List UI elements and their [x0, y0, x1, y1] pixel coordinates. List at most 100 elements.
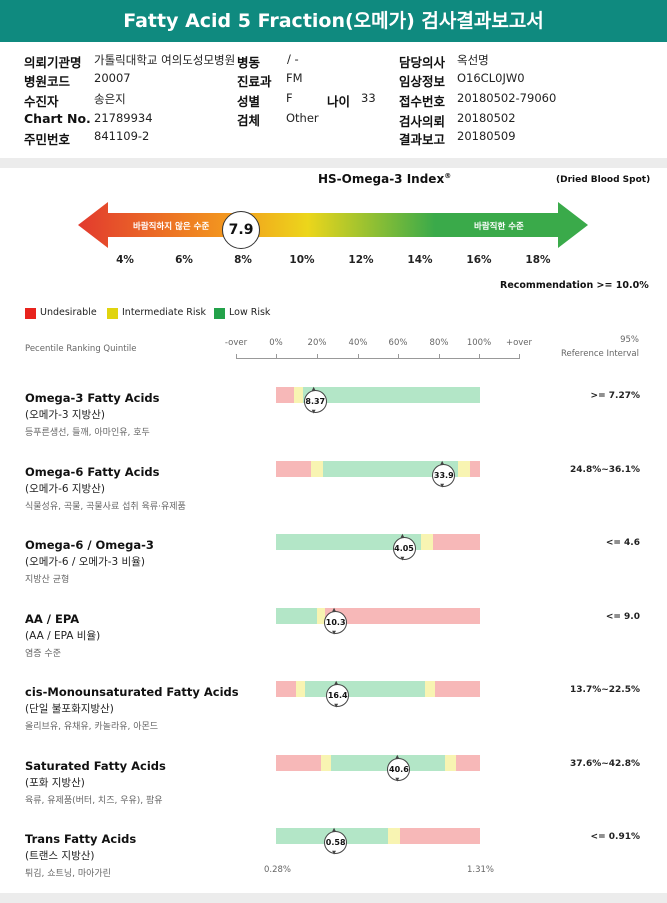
results-section: HS-Omega-3 Index® (Dried Blood Spot) 바람직… [0, 168, 667, 893]
legend-swatch [107, 308, 118, 319]
metric-value-marker: 33.9 [432, 461, 456, 489]
metric-range-bar [276, 607, 480, 624]
bar-zone-red [276, 754, 321, 771]
specimen-label: 검체 [237, 113, 261, 128]
metric-name: Omega-3 Fatty Acids [25, 391, 160, 405]
metric-name: Omega-6 Fatty Acids [25, 464, 160, 479]
metric-reference-interval: 37.6%~42.8% [570, 758, 640, 769]
clinical-info-value: O16CL0JW0 [457, 71, 525, 85]
bar-zone-yellow [296, 681, 305, 697]
metric-description: 튀김, 쇼트닝, 마아가린 [25, 869, 111, 879]
bar-zone-red [324, 607, 480, 624]
receipt-label: 접수번호 [399, 94, 446, 109]
patient-info-section: 의뢰기관명 가톨릭대학교 여의도성모병원 병동 / - 담당의사 옥선명 병원코… [0, 42, 667, 159]
receipt-value: 20180502-79060 [457, 91, 557, 105]
metric-row: Omega-6 Fatty Acids (오메가-6 지방산) 식물성유, 곡물, … [0, 460, 667, 525]
metric-korean-name: (트랜스 지방산) [25, 850, 95, 862]
metric-name: cis-Monounsaturated Fatty Acids [25, 685, 239, 699]
index-tick-label: 14% [407, 254, 433, 266]
metric-row: Saturated Fatty Acids (포화 지방산) 육류, 유제품(버터,… [0, 754, 667, 819]
bar-zone-yellow [424, 681, 436, 697]
bar-zone-yellow [294, 387, 303, 403]
metric-range-bar [276, 460, 480, 477]
legend-swatch [25, 308, 36, 319]
index-tick-label: 8% [234, 254, 252, 266]
scale-label: 0% [269, 338, 283, 348]
index-tick-label: 16% [466, 254, 492, 266]
metric-range-bar [276, 828, 480, 844]
metric-reference-interval: >= 7.27% [590, 391, 640, 401]
metric-korean-name: (오메가-6 / 오메가-3 비율) [25, 556, 145, 568]
bar-zone-green [322, 460, 458, 477]
bar-zone-yellow [310, 460, 323, 477]
bar-zone-red [469, 460, 480, 477]
request-date-value: 20180502 [457, 111, 516, 125]
institution-label: 의뢰기관명 [24, 55, 82, 70]
metric-korean-name: (오메가-6 지방산) [25, 482, 105, 495]
metric-reference-interval: <= 9.0 [605, 611, 640, 622]
bar-zone-yellow [457, 460, 470, 477]
metric-value-marker: 10.3 [324, 608, 348, 636]
metric-value-marker: 4.05 [392, 534, 416, 562]
desirable-level-label: 바람직한 수준 [474, 222, 524, 232]
index-title-text: HS-Omega-3 Index [318, 172, 445, 186]
metric-value-marker: 16.4 [326, 681, 350, 709]
sex-label: 성별 [237, 94, 261, 109]
age-label: 나이 [327, 94, 351, 109]
metric-range-bar [276, 534, 480, 550]
request-date-label: 검사의뢰 [399, 114, 446, 129]
chart-no-value: 21789934 [94, 111, 153, 125]
legend-label: Intermediate Risk [122, 307, 207, 318]
metric-value-marker: 8.37 [303, 387, 327, 415]
ward-label: 병동 [237, 55, 261, 70]
recommendation-text: Recommendation >= 10.0% [500, 280, 649, 291]
index-tick-label: 10% [289, 254, 315, 266]
bar-zone-yellow [388, 828, 401, 844]
metric-korean-name: (포화 지방산) [25, 776, 85, 789]
bar-zone-red [276, 460, 311, 477]
metric-name: Saturated Fatty Acids [25, 758, 166, 773]
ward-value: / - [287, 52, 299, 66]
scale-label: 60% [388, 338, 408, 348]
metric-range-bar [276, 754, 480, 771]
metric-description: 식물성유, 곡물, 곡물사료 섭취 육류·유제품 [25, 501, 186, 512]
age-value: 33 [361, 91, 376, 105]
index-tick-label: 12% [348, 254, 374, 266]
scale-tick [519, 354, 520, 359]
index-tick-label: 18% [525, 254, 551, 266]
ranking-header: Pecentile Ranking Quintile [25, 344, 137, 354]
metric-range-bar [276, 681, 480, 697]
scale-tick [276, 354, 277, 359]
bar-zone-green [302, 387, 480, 403]
bar-zone-green [276, 534, 421, 550]
scale-label: 100% [466, 338, 492, 348]
gauge-arrow [78, 202, 588, 248]
metric-range-bar [276, 387, 480, 403]
metric-description: 등푸른생선, 들깨, 아마인유, 호두 [25, 428, 150, 438]
metric-description: 지방산 균형 [25, 575, 70, 585]
examinee-label: 수진자 [24, 94, 59, 109]
index-value-marker: 7.9 [222, 211, 261, 249]
ref-interval-header-line1: 95% [620, 335, 639, 345]
metric-name: Trans Fatty Acids [25, 832, 137, 846]
scale-tick [358, 354, 359, 359]
metric-name: AA / EPA [25, 611, 80, 626]
metric-reference-interval: 13.7%~22.5% [570, 685, 640, 695]
metric-row: Omega-3 Fatty Acids (오메가-3 지방산) 등푸른생선, 들깨,… [0, 387, 667, 451]
bar-zone-red [433, 534, 480, 550]
index-title: HS-Omega-3 Index® [318, 172, 451, 186]
sex-value: F [286, 91, 293, 105]
scale-label: 20% [307, 338, 327, 348]
dept-label: 진료과 [237, 74, 272, 89]
metric-reference-interval: 24.8%~36.1% [570, 464, 640, 475]
omega3-index-gauge [78, 202, 588, 248]
metric-row: Trans Fatty Acids (트랜스 지방산) 튀김, 쇼트닝, 마아가린 0… [0, 828, 667, 892]
bar-zone-green [304, 681, 425, 697]
scale-tick [317, 354, 318, 359]
ref-interval-header-line2: Reference Interval [560, 349, 639, 359]
scale-axis [236, 358, 520, 359]
section-divider [0, 158, 667, 168]
metric-description: 육류, 유제품(버터, 치즈, 우유), 팜유 [25, 795, 163, 806]
legend-swatch [214, 308, 225, 319]
metric-value-marker: 40.6 [387, 755, 411, 783]
